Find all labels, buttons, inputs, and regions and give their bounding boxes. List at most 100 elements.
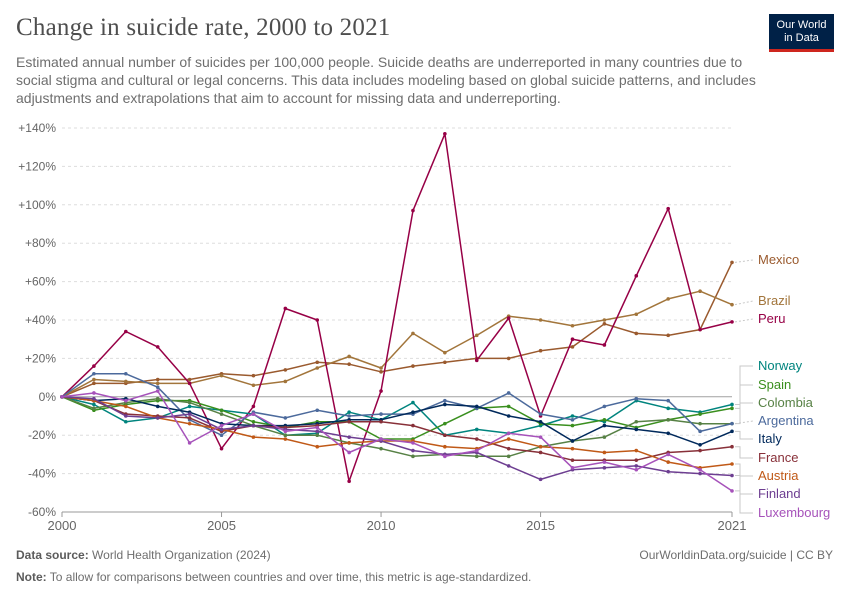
data-point-colombia (411, 454, 415, 459)
legend-label-peru[interactable]: Peru (758, 311, 785, 326)
data-point-argentina (602, 404, 607, 409)
data-point-luxembourg (92, 391, 96, 395)
data-point-peru (730, 320, 734, 324)
label-connector (735, 446, 753, 459)
data-point-argentina (666, 398, 670, 403)
legend-label-italy[interactable]: Italy (758, 431, 782, 446)
series-line-colombia[interactable] (61, 396, 732, 458)
legend-label-austria[interactable]: Austria (758, 468, 799, 483)
data-point-colombia (474, 454, 479, 459)
label-connector (734, 420, 754, 425)
x-tick-label: 2010 (367, 518, 396, 533)
data-point-peru (315, 318, 320, 322)
data-point-finland (187, 412, 192, 416)
legend-label-finland[interactable]: Finland (758, 486, 801, 501)
data-point-spain (730, 406, 734, 411)
data-point-colombia (219, 412, 224, 416)
data-point-finland (251, 423, 256, 428)
data-point-austria (602, 450, 607, 455)
logo-line-1: Our World (776, 19, 827, 31)
data-point-colombia (666, 418, 670, 422)
data-point-colombia (698, 421, 702, 426)
legend-label-france[interactable]: France (758, 450, 798, 465)
data-point-france (730, 444, 734, 449)
series-line-norway[interactable] (61, 396, 733, 436)
data-point-finland (219, 427, 224, 432)
data-point-spain (251, 419, 256, 424)
data-point-norway (347, 410, 351, 414)
legend-label-brazil[interactable]: Brazil (758, 293, 791, 308)
data-point-finland (124, 414, 128, 418)
data-point-spain (570, 423, 575, 428)
data-point-brazil (379, 366, 383, 370)
data-point-luxembourg (538, 435, 543, 439)
data-point-norway (730, 402, 734, 407)
data-point-france (698, 448, 702, 453)
legend-label-luxembourg[interactable]: Luxembourg (758, 505, 830, 520)
data-point-mexico (379, 370, 383, 374)
legend-label-colombia[interactable]: Colombia (758, 395, 814, 410)
data-point-luxembourg (698, 467, 702, 472)
data-point-luxembourg (443, 454, 447, 459)
data-point-brazil (443, 350, 447, 355)
data-point-luxembourg (602, 460, 607, 464)
data-point-peru (92, 364, 96, 368)
footer-url[interactable]: OurWorldinData.org/suicide | CC BY (639, 548, 833, 562)
y-tick-label: +100% (18, 198, 56, 212)
data-point-brazil (219, 373, 224, 378)
series-line-peru[interactable] (61, 133, 733, 483)
data-point-norway (187, 404, 192, 409)
legend-label-mexico[interactable]: Mexico (758, 252, 799, 267)
y-tick-label: -60% (28, 505, 56, 519)
data-point-argentina (92, 371, 96, 376)
data-point-argentina (443, 398, 447, 403)
data-point-colombia (315, 433, 320, 438)
data-point-austria (315, 444, 320, 449)
owid-logo[interactable]: Our World in Data (769, 14, 834, 52)
data-point-france (506, 446, 511, 451)
label-connector (735, 475, 753, 495)
data-point-mexico (411, 364, 415, 368)
series-line-argentina[interactable] (61, 373, 733, 436)
data-point-peru (570, 337, 575, 342)
data-point-france (634, 458, 639, 462)
data-point-colombia (602, 435, 607, 439)
data-point-luxembourg (634, 467, 639, 472)
source-text[interactable]: World Health Organization (2024) (92, 548, 271, 562)
data-point-italy (155, 404, 160, 409)
data-point-finland (730, 473, 734, 478)
data-point-france (570, 458, 575, 462)
data-point-peru (506, 316, 511, 320)
data-point-colombia (506, 454, 511, 459)
data-point-luxembourg (251, 412, 256, 416)
chart-subtitle: Estimated annual number of suicides per … (16, 54, 756, 106)
legend-label-spain[interactable]: Spain (758, 377, 791, 392)
data-point-austria (283, 437, 288, 441)
data-point-finland (538, 477, 543, 482)
data-point-italy (506, 414, 511, 418)
data-point-brazil (315, 366, 320, 370)
data-point-finland (634, 464, 639, 468)
data-point-peru (251, 404, 256, 409)
series-line-italy[interactable] (61, 396, 733, 446)
series-line-brazil[interactable] (61, 290, 733, 398)
y-tick-label: +60% (25, 275, 56, 289)
data-point-brazil (570, 323, 575, 328)
series-line-mexico[interactable] (61, 262, 733, 398)
y-tick-label: 0% (39, 390, 57, 404)
x-tick-label: 2021 (718, 518, 747, 533)
data-point-luxembourg (315, 425, 320, 430)
data-point-finland (411, 448, 415, 453)
legend-label-argentina[interactable]: Argentina (758, 413, 814, 428)
series-line-luxembourg[interactable] (61, 390, 733, 492)
label-connector (735, 402, 753, 425)
data-point-finland (666, 469, 670, 474)
source-line: Data source: World Health Organization (… (16, 548, 271, 562)
legend-label-norway[interactable]: Norway (758, 358, 803, 373)
data-point-mexico (570, 345, 575, 349)
data-point-peru (219, 446, 224, 451)
note-label: Note: (16, 570, 47, 584)
data-point-peru (634, 274, 639, 278)
series-line-finland[interactable] (61, 396, 733, 481)
